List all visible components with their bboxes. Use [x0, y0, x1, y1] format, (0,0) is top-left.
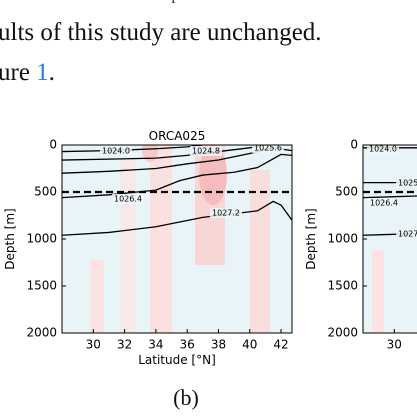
body-line: ults of this study are unchanged.: [0, 19, 322, 46]
contour-label-bg: [252, 145, 284, 153]
plot-area: 1024.0 1025.6 1026.4 1027.2: [363, 145, 417, 239]
contour-label-bg: [210, 208, 242, 218]
y-tick-label: 1500: [26, 279, 57, 293]
contour-label: 1026.4: [114, 195, 142, 204]
y-tick-label: 1000: [327, 232, 358, 246]
x-tick-label: 38: [211, 338, 226, 352]
y-tick-label: 500: [335, 185, 358, 199]
text: .: [49, 59, 55, 86]
caption: (b): [173, 385, 199, 410]
y-axis-label: Depth [m]: [304, 208, 318, 269]
y-tick-label: 2000: [327, 326, 358, 340]
y-axis-label: Depth [m]: [3, 208, 17, 269]
x-tick-label: 30: [86, 338, 101, 352]
contour-label-bg: [100, 146, 132, 156]
y-tick-label: 0: [49, 138, 57, 152]
contour-label-bg: [368, 198, 400, 208]
x-tick-label: 30: [387, 338, 402, 352]
x-tick-label: 42: [273, 338, 288, 352]
x-tick-label: 32: [117, 338, 132, 352]
contour-label-bg: [367, 145, 399, 154]
contour-label-bg: [396, 178, 417, 188]
contour-label: 1027.2: [398, 230, 417, 239]
y-tick-label: 500: [34, 185, 57, 199]
subscript: sep: [160, 0, 179, 4]
chart-title: ORCA025: [149, 129, 206, 143]
contour-line: [62, 153, 292, 199]
contour-line: [363, 195, 417, 199]
contour-label-bg: [190, 146, 222, 156]
x-tick-label: 40: [242, 338, 257, 352]
contour-label: 1025.6: [254, 144, 282, 153]
y-tick-label: 0: [350, 138, 358, 152]
contour-label: 1026.4: [370, 199, 398, 208]
text: ure: [0, 59, 36, 86]
body-line: ure 1.: [0, 59, 55, 86]
contour-label-bg: [396, 229, 417, 239]
y-tick-label: 1000: [26, 232, 57, 246]
contour-label: 1025.6: [398, 179, 417, 188]
x-tick-label: 34: [148, 338, 163, 352]
contour-label-bg: [112, 194, 144, 204]
y-tick-label: 2000: [26, 326, 57, 340]
plot-area: 1024.0 1024.8 1025.6 1026.4 1027.2: [62, 144, 292, 236]
x-tick-label: 36: [180, 338, 195, 352]
y-tick-label: 1500: [327, 279, 358, 293]
x-axis-label: Latitude [°N]: [138, 353, 216, 367]
contour-label: 1024.0: [102, 147, 130, 156]
figure-link[interactable]: 1: [36, 59, 49, 86]
contour-label: 1024.0: [369, 145, 397, 154]
contour-label: 1027.2: [212, 209, 240, 218]
contour-line: [62, 145, 266, 161]
contour-label: 1024.8: [192, 147, 220, 156]
